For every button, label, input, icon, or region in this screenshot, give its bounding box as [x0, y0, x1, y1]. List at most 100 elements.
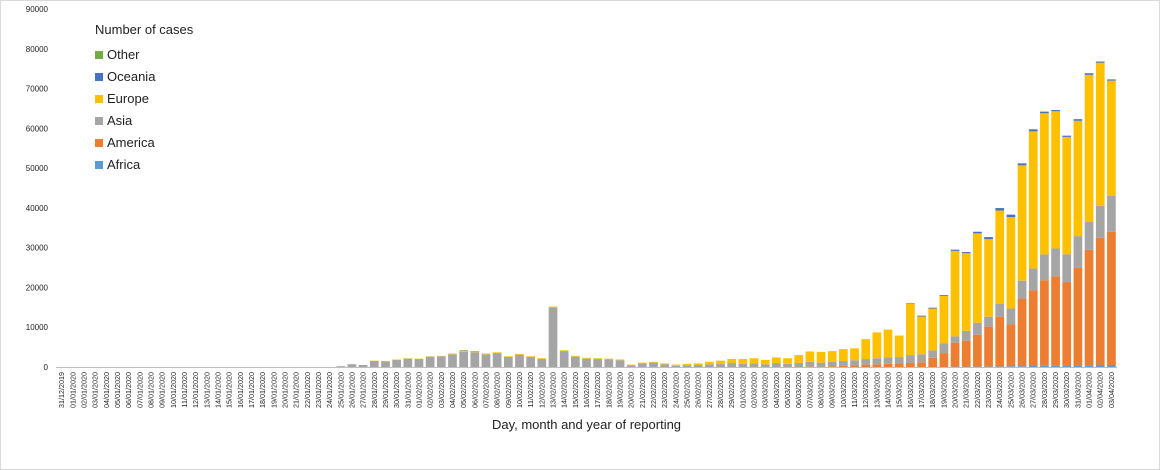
bar-segment-asia — [1084, 222, 1094, 250]
bar-stack — [917, 315, 926, 367]
bar-segment-europe — [637, 362, 647, 364]
legend-label: Oceania — [107, 69, 156, 84]
bar-segment-asia — [839, 361, 848, 366]
x-tick-label: 28/01/2020 — [370, 372, 379, 408]
bar-segment-asia — [637, 363, 647, 367]
x-tick-label: 16/01/2020 — [236, 372, 245, 408]
bar-segment-oceania — [928, 307, 938, 309]
bar-segment-asia — [582, 358, 591, 367]
x-axis: 31/12/2019 01/01/2020 02/01/2020 03/01/2020… — [56, 367, 1117, 408]
bar-segment-asia — [716, 363, 725, 367]
bar-stack — [649, 361, 658, 367]
x-tick-label: 25/02/2020 — [683, 372, 692, 408]
x-tick-label: 12/01/2020 — [191, 372, 200, 408]
bar-stack — [1017, 163, 1027, 367]
bar-stack — [727, 359, 737, 367]
bar-segment-europe — [950, 250, 960, 337]
bar-segment-oceania — [1084, 73, 1094, 75]
bar-segment-europe — [649, 361, 658, 363]
bar-stack — [503, 356, 513, 367]
x-tick-label: 17/03/2020 — [917, 372, 926, 408]
x-tick-label: 29/02/2020 — [727, 372, 736, 408]
x-tick-label: 16/03/2020 — [906, 372, 915, 408]
y-tick-label: 40000 — [26, 204, 49, 213]
x-tick-label: 26/02/2020 — [694, 372, 703, 408]
bar-stack — [928, 307, 938, 367]
legend-label: Asia — [107, 113, 133, 128]
bar-stack — [783, 358, 792, 367]
x-tick-label: 22/02/2020 — [649, 372, 658, 408]
bar-stack — [805, 351, 815, 367]
x-tick-label: 16/02/2020 — [582, 372, 591, 408]
bar-segment-asia — [783, 363, 792, 367]
bar-segment-asia — [1040, 254, 1049, 281]
x-tick-label: 23/01/2020 — [314, 372, 323, 408]
bar-segment-america — [1006, 324, 1016, 367]
x-tick-label: 26/01/2020 — [347, 372, 356, 408]
x-tick-label: 14/02/2020 — [560, 372, 569, 408]
bar-stack — [570, 355, 580, 367]
bar-segment-asia — [704, 364, 714, 367]
x-tick-label: 12/02/2020 — [537, 372, 546, 408]
bar-stack — [637, 362, 647, 367]
bar-segment-asia — [794, 363, 804, 367]
bar-segment-asia — [872, 358, 882, 365]
bar-segment-africa — [1028, 366, 1038, 367]
bar-segment-asia — [615, 360, 625, 367]
bar-segment-america — [961, 340, 971, 367]
x-tick-label: 21/02/2020 — [638, 372, 647, 408]
x-tick-label: 31/12/2019 — [57, 372, 66, 408]
bar-segment-other — [459, 350, 469, 352]
bar-segment-asia — [381, 361, 390, 367]
bar-segment-asia — [425, 356, 435, 367]
bar-stack — [660, 363, 670, 367]
bar-segment-europe — [582, 357, 591, 359]
x-tick-label: 09/03/2020 — [828, 372, 837, 408]
bar-segment-america — [1017, 298, 1027, 367]
x-tick-label: 11/03/2020 — [850, 372, 859, 407]
bar-segment-oceania — [1006, 214, 1016, 218]
bar-segment-europe — [1028, 131, 1038, 269]
x-tick-label: 08/03/2020 — [817, 372, 826, 408]
legend-item-asia: Asia — [95, 110, 255, 132]
legend-label: Africa — [107, 157, 141, 172]
bar-segment-europe — [515, 353, 524, 355]
bar-segment-europe — [894, 335, 904, 358]
bar-stack — [403, 358, 413, 367]
bar-stack — [537, 358, 547, 367]
bar-segment-asia — [1017, 280, 1027, 299]
bar-segment-europe — [827, 351, 837, 362]
bar-segment-europe — [459, 351, 469, 352]
legend-swatch-other — [95, 51, 103, 59]
bar-segment-america — [973, 334, 982, 367]
bar-stack — [626, 364, 636, 367]
y-tick-label: 0 — [44, 363, 49, 372]
y-axis: 0 10000 20000 30000 40000 50000 60000 70000 8000… — [26, 5, 49, 372]
x-tick-label: 04/03/2020 — [772, 372, 781, 408]
bar-stack — [1073, 119, 1083, 367]
x-tick-label: 15/01/2020 — [225, 372, 234, 408]
x-tick-label: 20/03/2020 — [951, 372, 960, 408]
y-tick-label: 30000 — [26, 244, 49, 253]
bar-segment-africa — [1017, 366, 1027, 367]
bar-segment-america — [1040, 280, 1049, 366]
bar-segment-asia — [369, 361, 379, 367]
x-tick-label: 23/02/2020 — [660, 372, 669, 408]
x-tick-label: 11/01/2020 — [180, 372, 189, 407]
bar-segment-asia — [973, 322, 982, 335]
bar-segment-asia — [749, 363, 759, 367]
bar-segment-europe — [481, 353, 491, 355]
bar-stack — [526, 356, 536, 367]
x-tick-label: 08/02/2020 — [493, 372, 502, 408]
bar-segment-europe — [727, 359, 737, 364]
bar-stack — [760, 359, 770, 367]
bar-segment-europe — [1084, 74, 1094, 223]
bar-segment-oceania — [961, 252, 971, 254]
bar-segment-africa — [995, 366, 1005, 367]
bar-segment-oceania — [995, 208, 1005, 211]
bar-segment-oceania — [917, 315, 926, 317]
bar-stack — [369, 360, 379, 367]
bar-segment-europe — [738, 359, 748, 364]
